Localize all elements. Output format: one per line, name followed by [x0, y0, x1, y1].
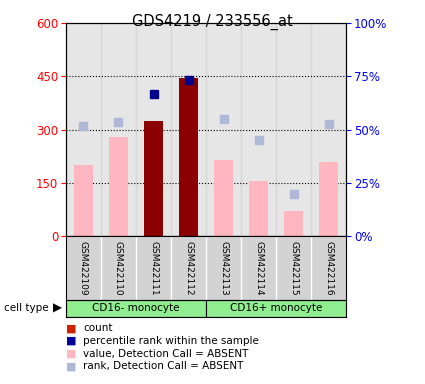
Bar: [101, 23, 136, 236]
Text: GSM422116: GSM422116: [324, 241, 333, 295]
Text: ■: ■: [66, 349, 76, 359]
Text: GSM422114: GSM422114: [254, 241, 263, 295]
Text: GSM422115: GSM422115: [289, 241, 298, 295]
Text: GSM422109: GSM422109: [79, 241, 88, 295]
Bar: [136, 23, 171, 236]
Bar: [171, 23, 206, 236]
Text: GSM422110: GSM422110: [114, 241, 123, 295]
Text: ▶: ▶: [53, 301, 62, 314]
Bar: [214, 160, 233, 236]
Text: ■: ■: [66, 323, 76, 333]
Bar: [319, 162, 338, 236]
Bar: [109, 137, 128, 236]
Bar: [66, 300, 206, 317]
Text: ■: ■: [66, 361, 76, 371]
Text: cell type: cell type: [4, 303, 49, 313]
Text: GSM422111: GSM422111: [149, 241, 158, 295]
Text: count: count: [83, 323, 112, 333]
Bar: [276, 23, 311, 236]
Text: ■: ■: [66, 336, 76, 346]
Text: GSM422113: GSM422113: [219, 241, 228, 295]
Text: rank, Detection Call = ABSENT: rank, Detection Call = ABSENT: [83, 361, 243, 371]
Text: percentile rank within the sample: percentile rank within the sample: [83, 336, 259, 346]
Bar: [66, 23, 101, 236]
Bar: [311, 23, 346, 236]
Bar: [206, 23, 241, 236]
Bar: [179, 78, 198, 236]
Bar: [284, 211, 303, 236]
Bar: [206, 300, 346, 317]
Text: CD16- monocyte: CD16- monocyte: [92, 303, 180, 313]
Bar: [144, 121, 163, 236]
Text: GSM422112: GSM422112: [184, 241, 193, 295]
Text: GDS4219 / 233556_at: GDS4219 / 233556_at: [132, 13, 293, 30]
Bar: [249, 181, 268, 236]
Bar: [241, 23, 276, 236]
Text: CD16+ monocyte: CD16+ monocyte: [230, 303, 323, 313]
Bar: [74, 165, 93, 236]
Text: value, Detection Call = ABSENT: value, Detection Call = ABSENT: [83, 349, 248, 359]
